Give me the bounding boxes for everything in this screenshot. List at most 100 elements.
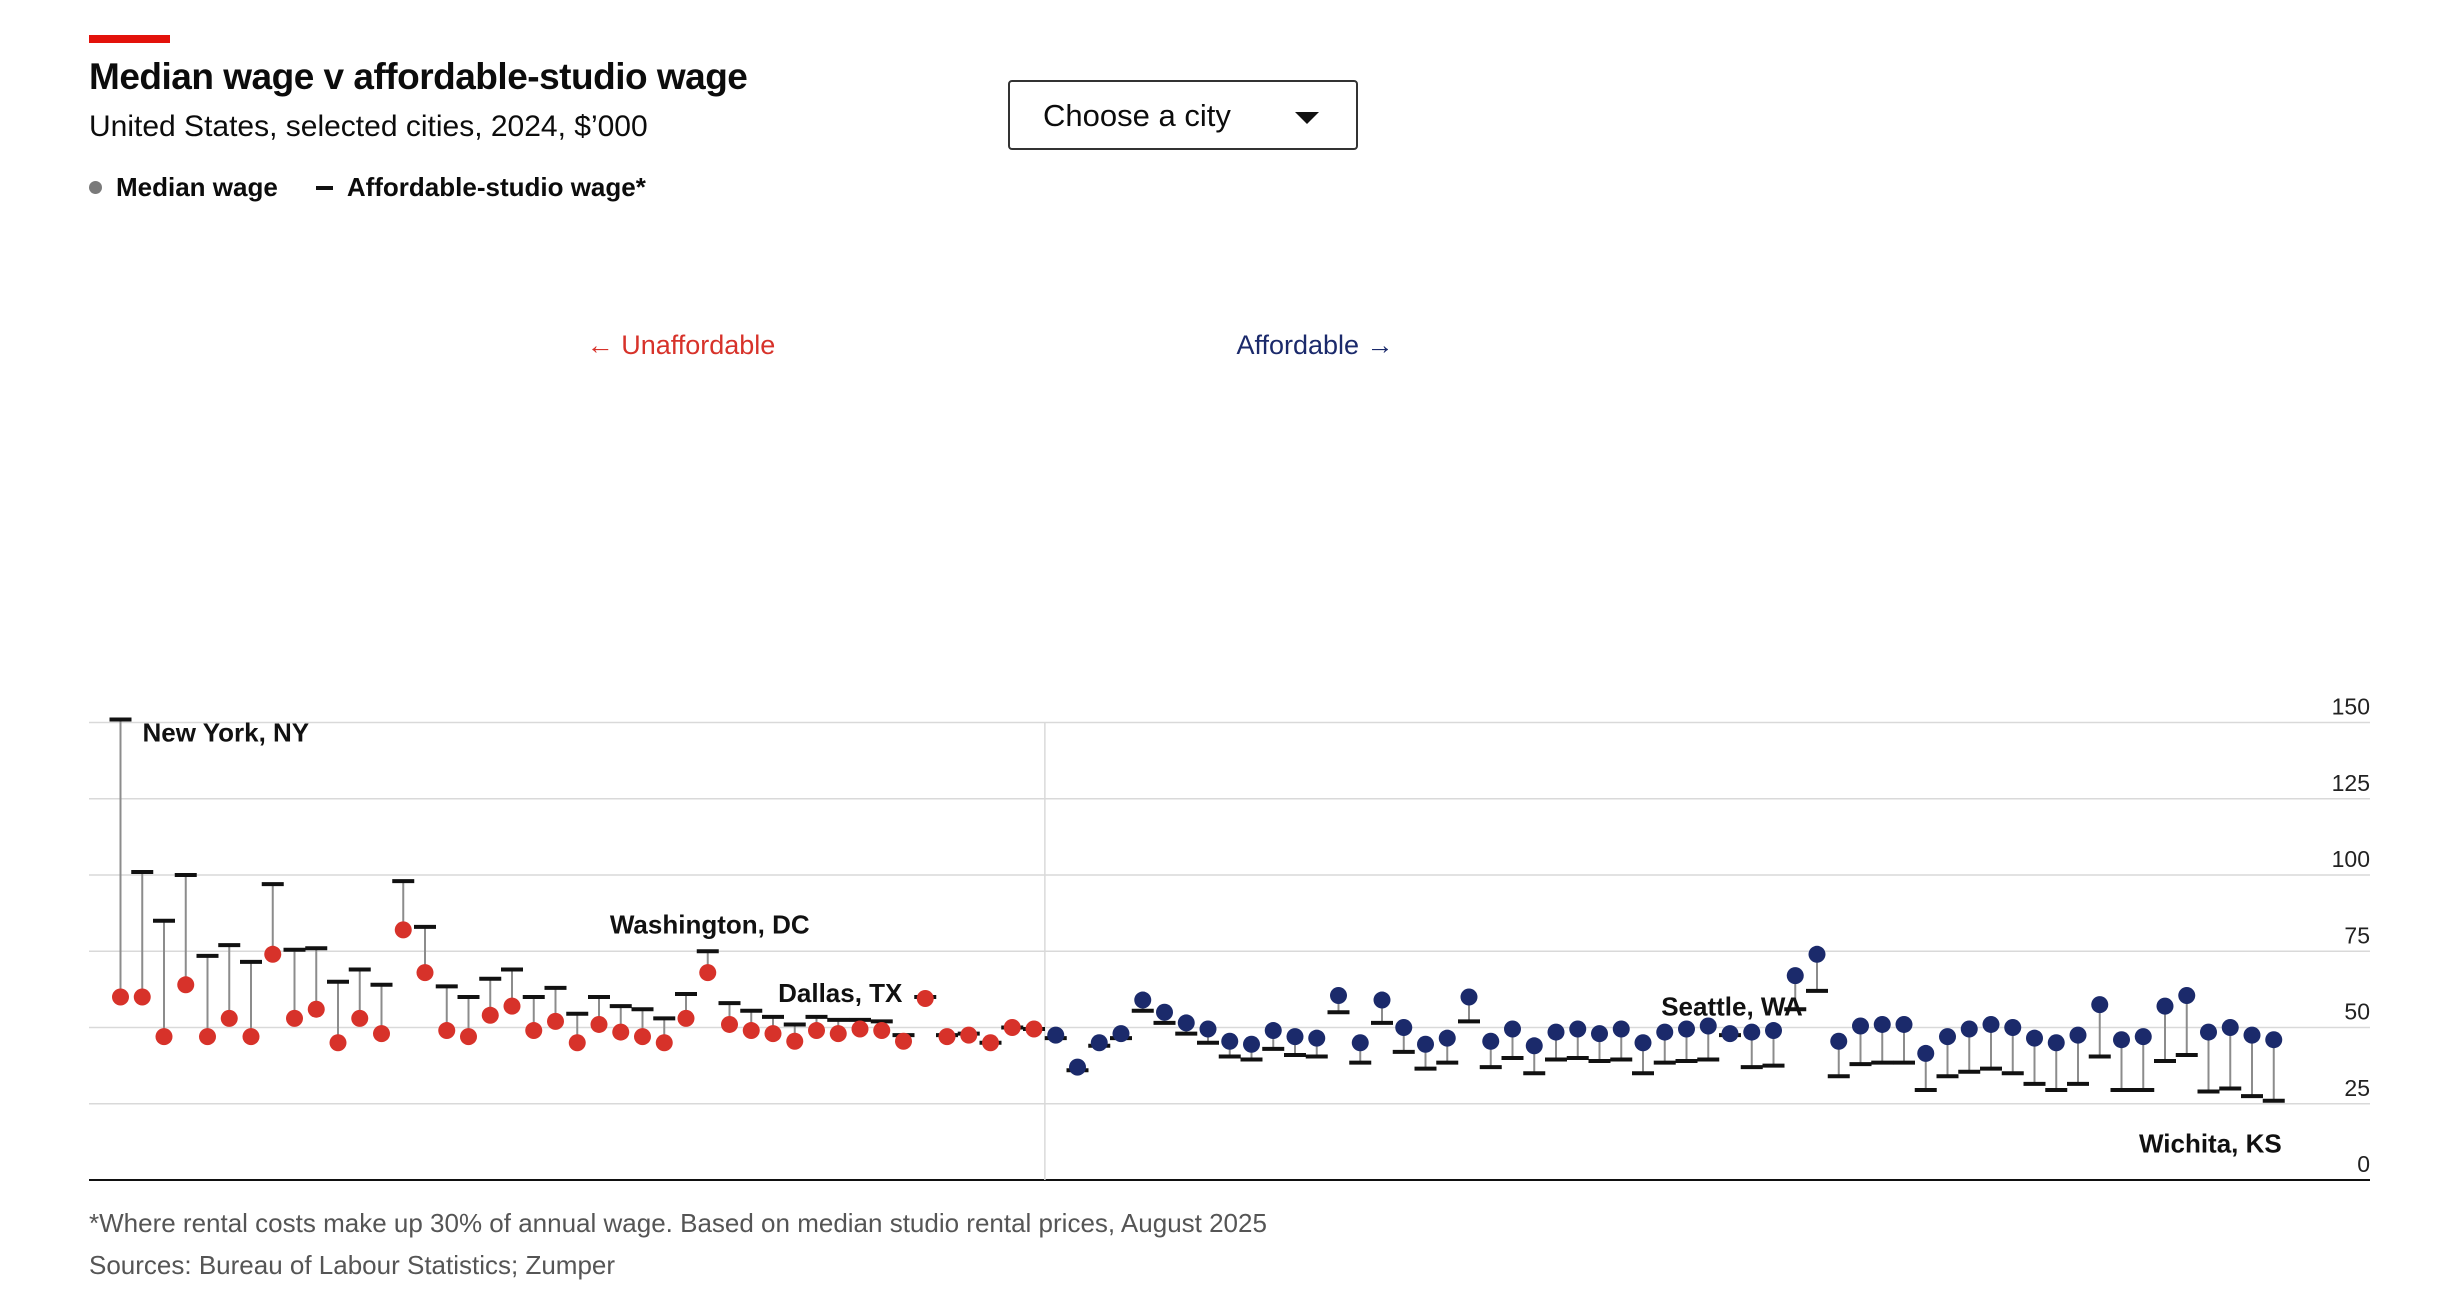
chart-title: Median wage v affordable-studio wage — [89, 56, 748, 97]
legend: Median wage Affordable-studio wage* — [89, 172, 684, 203]
median-wage-dot — [438, 1022, 456, 1040]
median-wage-dot — [1438, 1029, 1456, 1047]
footnote: *Where rental costs make up 30% of annua… — [89, 1208, 1267, 1238]
median-wage-dot — [721, 1015, 738, 1033]
median-wage-dot — [373, 1025, 390, 1043]
median-wage-dot — [2047, 1034, 2065, 1052]
median-wage-dot — [1678, 1020, 1695, 1038]
median-wage-dot — [1721, 1025, 1739, 1043]
median-wage-dot — [1917, 1044, 1935, 1062]
y-tick-label: 0 — [2357, 1151, 2370, 1177]
city-annotation: Washington, DC — [610, 909, 810, 939]
median-wage-dot — [264, 945, 282, 963]
unaffordable-label: ← Unaffordable — [587, 330, 776, 360]
median-wage-dot — [2004, 1019, 2022, 1036]
median-wage-dot — [2113, 1031, 2130, 1049]
median-wage-dot — [829, 1025, 847, 1043]
median-wage-dot — [916, 990, 934, 1008]
median-wage-dot — [242, 1028, 260, 1046]
median-wage-dot — [112, 988, 129, 1006]
city-select-label: Choose a city — [1043, 98, 1231, 133]
median-wage-dot — [1264, 1022, 1282, 1040]
median-wage-dot — [895, 1032, 912, 1050]
median-wage-dot — [1873, 1015, 1891, 1033]
median-wage-dot — [808, 1022, 825, 1040]
city-annotation: New York, NY — [143, 717, 310, 747]
median-wage-dot — [1612, 1020, 1630, 1038]
median-wage-dot — [525, 1022, 543, 1040]
median-wage-dot — [2069, 1026, 2087, 1044]
median-wage-dot — [460, 1028, 477, 1046]
median-wage-dot — [199, 1028, 216, 1046]
median-wage-dot — [133, 988, 151, 1006]
median-wage-dot — [1504, 1020, 1521, 1038]
median-wage-dot — [1156, 1003, 1173, 1021]
y-tick-label: 150 — [2332, 694, 2370, 720]
median-wage-dot — [1939, 1028, 1956, 1046]
accent-bar — [89, 35, 170, 43]
median-wage-dot — [742, 1022, 760, 1040]
median-wage-dot — [394, 921, 412, 939]
median-wage-dot — [851, 1020, 869, 1038]
median-wage-dot — [1460, 988, 1478, 1006]
source-note: Sources: Bureau of Labour Statistics; Zu… — [89, 1250, 616, 1280]
median-wage-dot — [873, 1022, 891, 1040]
median-wage-dot — [786, 1032, 804, 1050]
median-wage-dot — [547, 1012, 564, 1030]
y-tick-label: 125 — [2332, 770, 2370, 796]
median-wage-dot — [1243, 1035, 1260, 1053]
chart-subtitle: United States, selected cities, 2024, $’… — [89, 110, 648, 143]
median-wage-dot — [568, 1034, 586, 1052]
median-wage-dot — [2091, 996, 2109, 1014]
median-wage-dot — [2243, 1026, 2261, 1044]
median-wage-dot — [307, 1000, 325, 1018]
median-wage-dot — [220, 1009, 238, 1027]
legend-item-studio: Affordable-studio wage* — [315, 172, 646, 203]
median-wage-dot — [481, 1006, 499, 1024]
median-wage-dot — [1047, 1026, 1065, 1044]
median-wage-dot — [1199, 1020, 1217, 1038]
median-wage-dot — [677, 1009, 695, 1027]
median-wage-dot — [960, 1026, 978, 1044]
median-wage-dot — [329, 1034, 347, 1052]
median-wage-dot — [2200, 1023, 2217, 1041]
median-wage-dot — [1134, 991, 1152, 1009]
median-wage-dot — [1286, 1028, 1304, 1046]
median-wage-dot — [416, 964, 434, 982]
median-wage-dot — [655, 1034, 673, 1052]
median-wage-dot — [503, 997, 521, 1015]
median-wage-dot — [1069, 1058, 1086, 1076]
median-wage-dot — [699, 964, 717, 982]
median-wage-dot — [2134, 1028, 2152, 1046]
median-wage-dot — [1765, 1022, 1782, 1040]
median-wage-dot — [1482, 1032, 1500, 1050]
city-annotation: Dallas, TX — [778, 978, 903, 1008]
y-tick-label: 100 — [2332, 846, 2370, 872]
median-wage-dot — [1960, 1020, 1978, 1038]
legend-dash-icon — [315, 185, 333, 190]
median-wage-dot — [938, 1028, 956, 1046]
median-wage-dot — [1830, 1032, 1848, 1050]
y-tick-label: 50 — [2344, 999, 2370, 1025]
median-wage-dot — [1003, 1019, 1021, 1036]
median-wage-dot — [2026, 1029, 2043, 1047]
median-wage-dot — [1569, 1020, 1587, 1038]
legend-studio-label: Affordable-studio wage* — [346, 172, 646, 202]
median-wage-dot — [1351, 1034, 1369, 1052]
median-wage-dot — [1395, 1019, 1413, 1036]
median-wage-dot — [590, 1015, 608, 1033]
median-wage-dot — [1656, 1023, 1674, 1041]
median-wage-dot — [1177, 1014, 1195, 1032]
affordable-label: Affordable → — [1236, 330, 1393, 360]
median-wage-dot — [1112, 1025, 1130, 1043]
city-select-dropdown[interactable]: Choose a city — [1008, 80, 1358, 150]
median-wage-dot — [1373, 991, 1391, 1009]
y-tick-label: 75 — [2344, 922, 2370, 948]
median-wage-dot — [612, 1023, 630, 1041]
median-wage-dot — [1591, 1025, 1608, 1043]
median-wage-dot — [1090, 1034, 1108, 1052]
median-wage-dot — [2265, 1031, 2283, 1049]
median-wage-dot — [1547, 1023, 1565, 1041]
median-wage-dot — [2221, 1019, 2239, 1036]
